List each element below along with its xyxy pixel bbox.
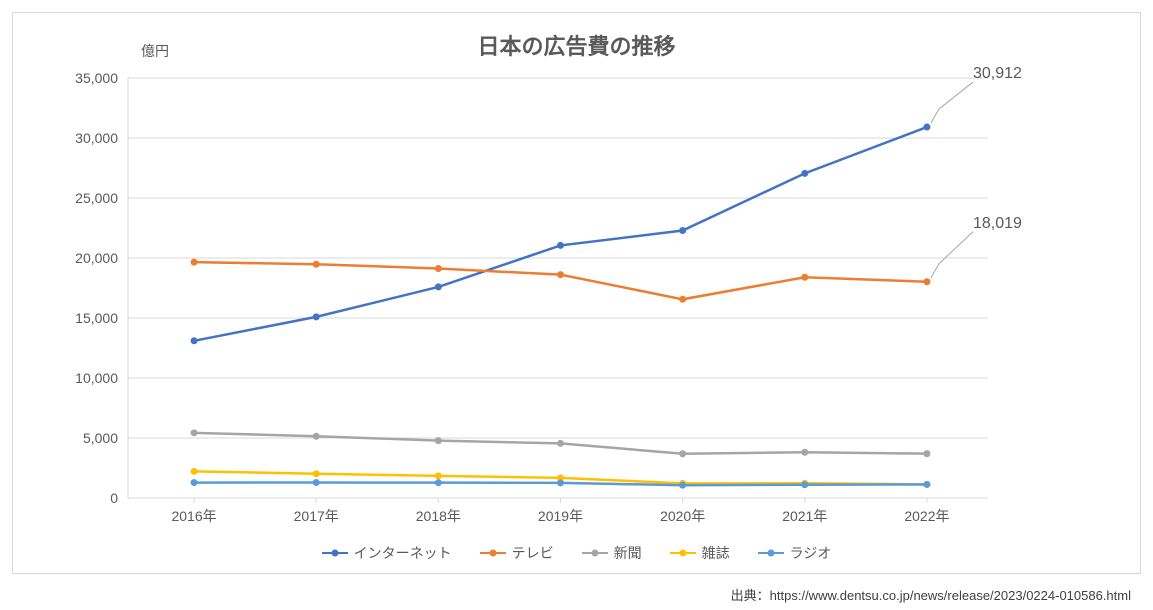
series-marker (923, 124, 930, 131)
y-tick-label: 5,000 (63, 430, 118, 446)
series-marker (313, 470, 320, 477)
legend-item: インターネット (322, 543, 452, 563)
y-tick-label: 10,000 (63, 370, 118, 386)
y-tick-label: 35,000 (63, 70, 118, 86)
series-marker (313, 433, 320, 440)
plot-area: 30,91218,019 (128, 78, 1058, 498)
series-marker (191, 468, 198, 475)
series-marker (557, 479, 564, 486)
legend-label: 新聞 (614, 543, 642, 563)
series-marker (801, 481, 808, 488)
x-tick-label: 2018年 (416, 506, 461, 526)
legend-item: 雑誌 (670, 543, 730, 563)
x-tick-label: 2016年 (171, 506, 216, 526)
series-marker (557, 440, 564, 447)
x-tick-label: 2017年 (294, 506, 339, 526)
legend: インターネット テレビ 新聞 雑誌 ラジオ (13, 543, 1140, 563)
series-marker (679, 450, 686, 457)
series-marker (313, 313, 320, 320)
chart-title: 日本の広告費の推移 (13, 29, 1140, 61)
x-tick-label: 2020年 (660, 506, 705, 526)
series-marker (923, 450, 930, 457)
chart-svg: 30,91218,019 (128, 78, 1058, 498)
series-marker (801, 170, 808, 177)
series-line (194, 127, 927, 341)
legend-item: テレビ (480, 543, 554, 563)
series-marker (435, 472, 442, 479)
series-marker (801, 449, 808, 456)
series-marker (191, 479, 198, 486)
legend-label: 雑誌 (702, 543, 730, 563)
x-tick-label: 2021年 (782, 506, 827, 526)
series-marker (679, 296, 686, 303)
series-marker (313, 261, 320, 268)
data-callout: 18,019 (973, 215, 1022, 232)
legend-item: 新聞 (582, 543, 642, 563)
x-tick-label: 2019年 (538, 506, 583, 526)
series-marker (191, 337, 198, 344)
legend-item: ラジオ (758, 543, 832, 563)
series-marker (191, 259, 198, 266)
legend-label: テレビ (512, 543, 554, 563)
series-marker (679, 482, 686, 489)
legend-label: ラジオ (790, 543, 832, 563)
series-marker (679, 227, 686, 234)
y-axis-unit: 億円 (141, 41, 169, 61)
series-marker (923, 278, 930, 285)
series-marker (557, 242, 564, 249)
series-marker (435, 479, 442, 486)
series-marker (435, 265, 442, 272)
y-tick-label: 0 (63, 490, 118, 506)
y-tick-label: 15,000 (63, 310, 118, 326)
series-marker (191, 429, 198, 436)
series-marker (923, 481, 930, 488)
series-marker (435, 283, 442, 290)
y-tick-label: 25,000 (63, 190, 118, 206)
series-marker (557, 271, 564, 278)
data-callout: 30,912 (973, 65, 1022, 82)
series-line (194, 262, 927, 299)
y-tick-label: 20,000 (63, 250, 118, 266)
source-citation: 出典：https://www.dentsu.co.jp/news/release… (731, 585, 1131, 604)
legend-label: インターネット (354, 543, 452, 563)
series-marker (313, 479, 320, 486)
chart-frame: 日本の広告費の推移 億円 30,91218,019 05,00010,00015… (12, 12, 1141, 574)
x-tick-label: 2022年 (904, 506, 949, 526)
series-marker (801, 274, 808, 281)
series-marker (435, 437, 442, 444)
y-tick-label: 30,000 (63, 130, 118, 146)
